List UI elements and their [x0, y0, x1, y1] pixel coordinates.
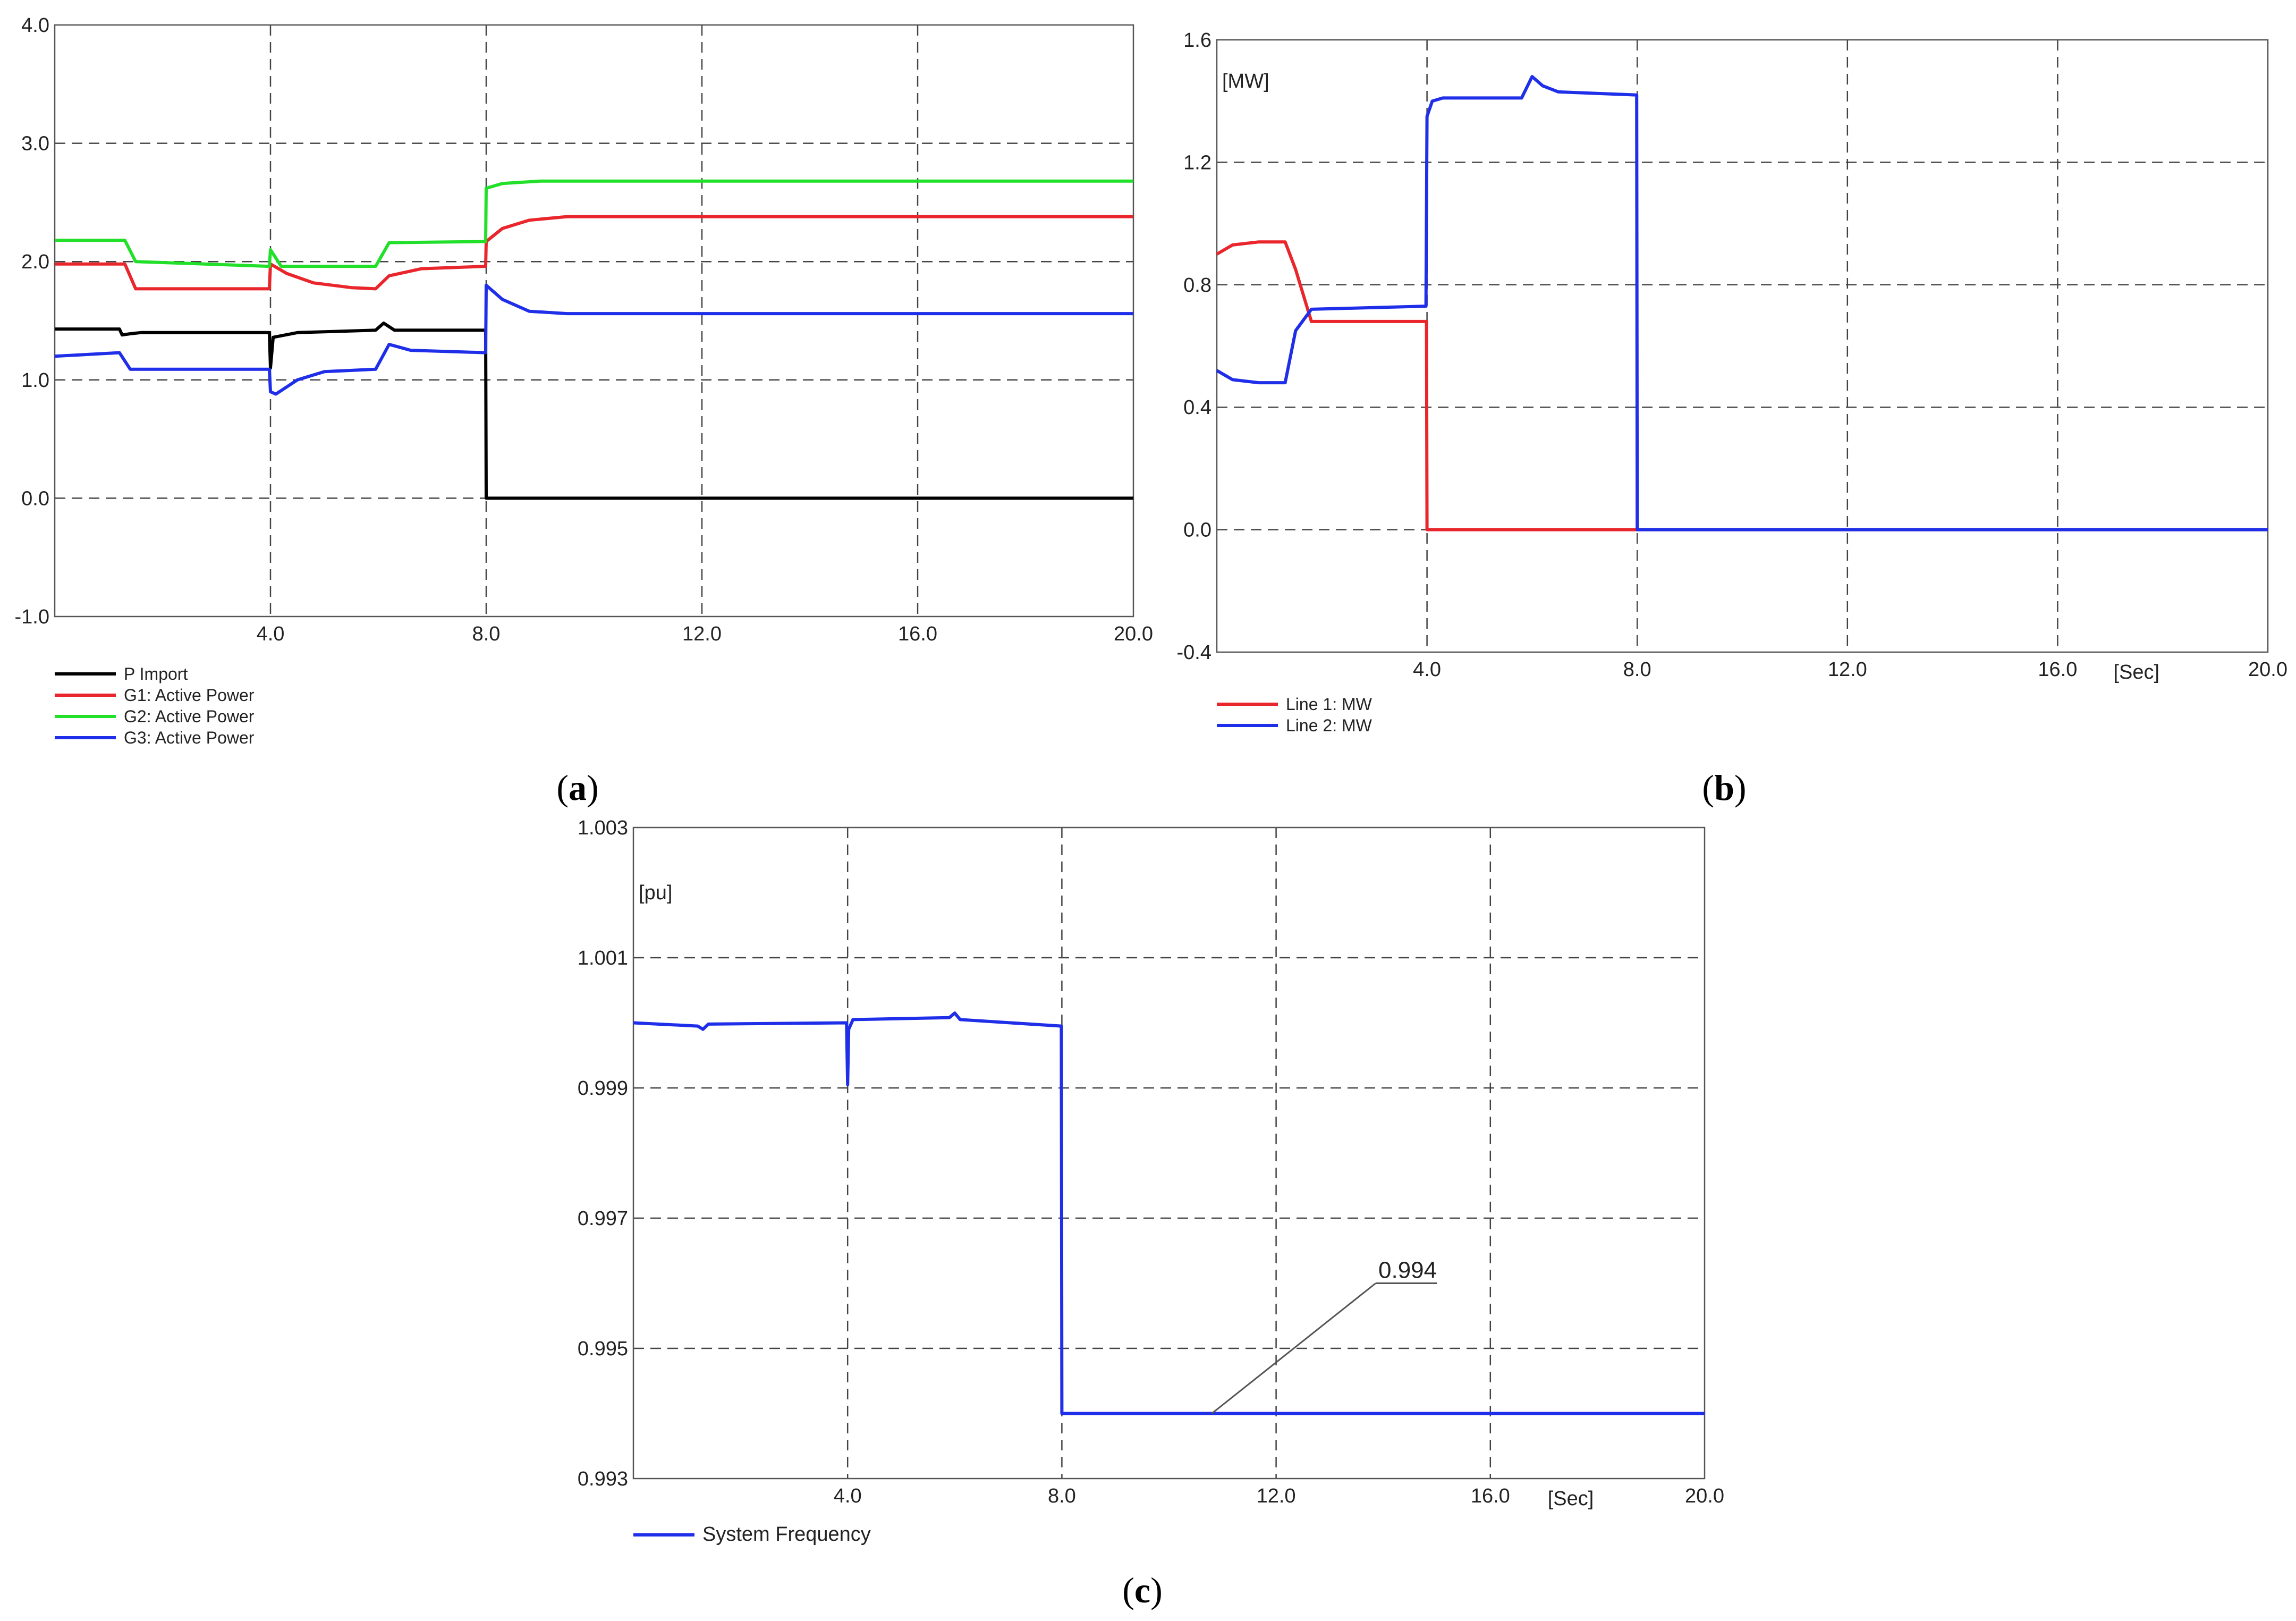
b-plot-frame [1216, 39, 2269, 653]
c-gridlines [633, 828, 1705, 1479]
b-caption-letter: b [1714, 767, 1734, 808]
a-ytick-label-3: 2.0 [21, 251, 49, 273]
b-legend-label-0: Line 1: MW [1286, 695, 1372, 714]
panel-a: -1.0 0.0 1.0 2.0 3.0 4.0 4.0 8.0 12.0 16.0 20.0 P… [15, 14, 1153, 808]
c-xtick-label-0: 4.0 [834, 1485, 862, 1507]
a-caption-close: ) [587, 767, 599, 808]
a-legend: P Import G1: Active Power G2: Active Power… [55, 664, 255, 747]
b-caption: (b) [1702, 767, 1746, 808]
c-x-tick-labels: 4.0 8.0 12.0 16.0 20.0 [834, 1485, 1724, 1507]
a-series-3 [54, 283, 1133, 396]
b-xtick-label-2: 12.0 [1828, 658, 1867, 681]
b-legend-label-1: Line 2: MW [1286, 716, 1372, 735]
c-caption-close: ) [1150, 1570, 1163, 1610]
a-xtick-label-2: 12.0 [682, 623, 722, 645]
a-legend-label-3: G3: Active Power [124, 728, 255, 747]
b-ytick-label-0: -0.4 [1177, 641, 1211, 664]
panel-c: 0.993 0.995 0.997 0.999 1.001 1.003 4.0 8.0 12.… [578, 817, 1724, 1610]
a-x-tick-labels: 4.0 8.0 12.0 16.0 20.0 [257, 623, 1153, 645]
c-xtick-label-3: 16.0 [1471, 1485, 1510, 1507]
b-ytick-label-5: 1.6 [1183, 29, 1211, 52]
a-caption: (a) [556, 767, 598, 808]
b-caption-close: ) [1734, 767, 1747, 808]
b-ytick-label-1: 0.0 [1183, 519, 1211, 542]
a-legend-label-2: G2: Active Power [124, 707, 255, 726]
b-series-0 [1216, 240, 2268, 531]
c-ytick-label-3: 0.999 [578, 1077, 628, 1100]
c-x-unit-label: [Sec] [1548, 1488, 1594, 1510]
c-ytick-label-5: 1.003 [578, 817, 628, 839]
b-ytick-label-2: 0.4 [1183, 396, 1211, 419]
a-legend-label-0: P Import [124, 664, 188, 683]
c-annotation: 0.994 [1211, 1257, 1437, 1414]
c-ytick-label-1: 0.995 [578, 1338, 628, 1360]
a-series-group [54, 179, 1133, 500]
c-caption-open: ( [1122, 1570, 1134, 1610]
c-ytick-label-0: 0.993 [578, 1468, 628, 1490]
a-y-tick-labels: -1.0 0.0 1.0 2.0 3.0 4.0 [15, 14, 49, 628]
a-series-0 [55, 322, 1133, 500]
c-ytick-label-2: 0.997 [578, 1208, 628, 1230]
a-ytick-label-2: 1.0 [21, 369, 49, 392]
a-caption-letter: a [569, 767, 587, 808]
a-plot-frame [54, 24, 1134, 618]
c-series-group [633, 1011, 1705, 1415]
b-ytick-label-3: 0.8 [1183, 274, 1211, 297]
c-legend: System Frequency [633, 1523, 871, 1546]
c-legend-label-0: System Frequency [702, 1523, 871, 1546]
b-series-1 [1216, 75, 2268, 531]
b-gridlines [1217, 40, 2268, 652]
c-ytick-label-4: 1.001 [578, 947, 628, 969]
b-x-tick-labels: 4.0 8.0 12.0 16.0 20.0 [1413, 658, 2287, 681]
c-caption: (c) [1122, 1570, 1163, 1610]
b-y-unit-label: [MW] [1222, 70, 1269, 92]
a-ytick-label-4: 3.0 [21, 133, 49, 155]
c-y-unit-label: [pu] [639, 882, 672, 904]
a-xtick-label-3: 16.0 [898, 623, 937, 645]
a-series-2 [55, 179, 1133, 268]
c-annotation-leader-line [1211, 1282, 1376, 1414]
b-series-group [1216, 75, 2268, 531]
a-series-1 [55, 215, 1133, 291]
c-annotation-value: 0.994 [1378, 1257, 1437, 1284]
a-xtick-label-0: 4.0 [257, 623, 285, 645]
c-series-0 [633, 1011, 1705, 1415]
a-ytick-label-1: 0.0 [21, 487, 49, 510]
c-caption-letter: c [1134, 1570, 1150, 1610]
a-legend-label-1: G1: Active Power [124, 686, 255, 705]
c-y-tick-labels: 0.993 0.995 0.997 0.999 1.001 1.003 [578, 817, 628, 1490]
b-xtick-label-1: 8.0 [1623, 658, 1651, 681]
a-xtick-label-4: 20.0 [1114, 623, 1153, 645]
b-caption-open: ( [1702, 767, 1714, 808]
a-ytick-label-0: -1.0 [15, 606, 49, 628]
b-xtick-label-0: 4.0 [1413, 658, 1441, 681]
a-gridlines [55, 25, 1133, 617]
c-xtick-label-1: 8.0 [1048, 1485, 1076, 1507]
a-ytick-label-5: 4.0 [21, 14, 49, 37]
b-xtick-label-4: 20.0 [2248, 658, 2287, 681]
a-xtick-label-1: 8.0 [472, 623, 501, 645]
b-legend: Line 1: MW Line 2: MW [1217, 695, 1372, 735]
c-xtick-label-4: 20.0 [1685, 1485, 1724, 1507]
b-y-tick-labels: -0.4 0.0 0.4 0.8 1.2 1.6 [1177, 29, 1211, 664]
b-ytick-label-4: 1.2 [1183, 151, 1211, 174]
panel-b: -0.4 0.0 0.4 0.8 1.2 1.6 4.0 8.0 12.0 16.0 20.0 [… [1177, 29, 2287, 808]
c-plot-frame [632, 826, 1706, 1480]
b-xtick-label-3: 16.0 [2038, 658, 2077, 681]
b-x-unit-label: [Sec] [2113, 661, 2159, 683]
a-caption-open: ( [556, 767, 569, 808]
c-xtick-label-2: 12.0 [1257, 1485, 1296, 1507]
